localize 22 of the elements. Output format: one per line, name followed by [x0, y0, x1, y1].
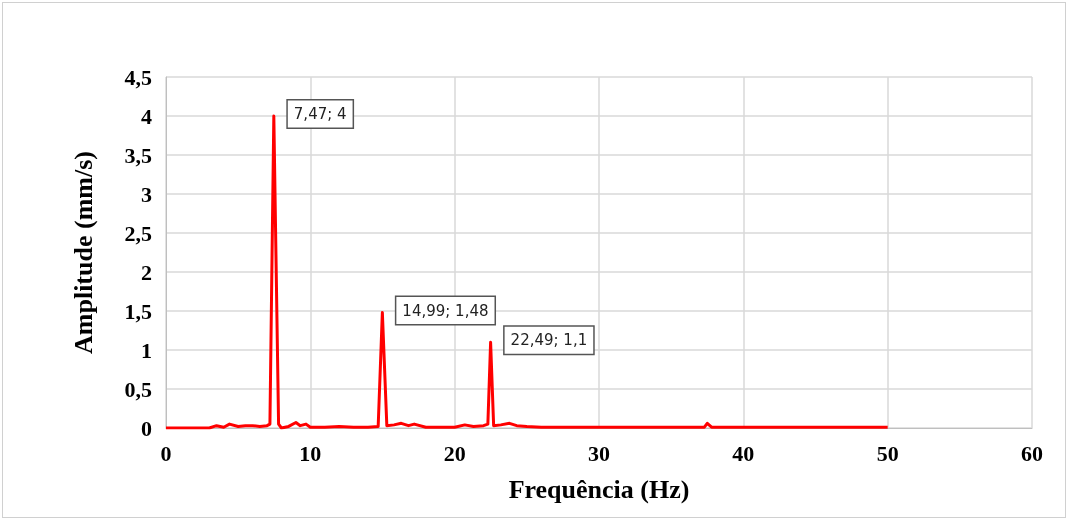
y-axis-title: Amplitude (mm/s)	[68, 151, 98, 354]
annotation: 7,47; 4	[293, 105, 347, 123]
x-tick-label: 20	[443, 440, 466, 466]
annotation: 22,49; 1,1	[510, 331, 588, 350]
y-tick-label: 0	[141, 415, 152, 441]
y-tick-label: 3,5	[124, 142, 152, 168]
y-tick-label: 0,5	[124, 376, 152, 402]
x-axis-title: Frequência (Hz)	[508, 474, 690, 504]
x-tick-label: 60	[1021, 440, 1043, 466]
y-tick-label: 1	[141, 337, 152, 363]
y-tick-label: 3	[141, 181, 152, 207]
x-tick-label: 40	[732, 440, 755, 466]
x-tick-label: 10	[299, 440, 322, 466]
annotation: 14,99; 1,48	[402, 301, 489, 320]
x-tick-label: 30	[588, 440, 610, 466]
y-tick-label: 4,5	[124, 64, 152, 90]
y-tick-label: 1,5	[124, 298, 152, 324]
y-tick-label: 2	[141, 259, 152, 285]
y-tick-label: 2,5	[124, 220, 152, 246]
y-tick-label: 4	[141, 103, 152, 129]
x-tick-label: 0	[160, 440, 172, 466]
x-tick-label: 50	[876, 440, 899, 466]
